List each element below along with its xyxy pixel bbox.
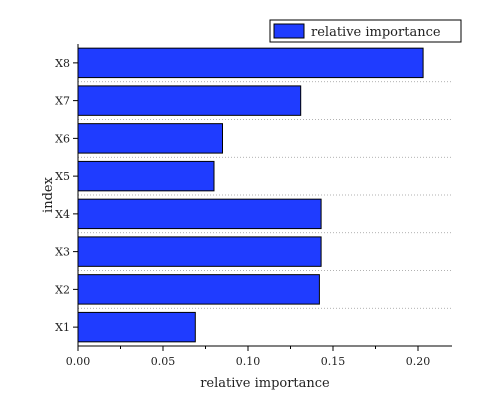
legend-label: relative importance	[311, 25, 441, 40]
x-tick-label: 0.00	[66, 355, 91, 368]
y-ticks: X1 X2 X3 X4 X5 X6 X7 X8	[55, 57, 78, 334]
axes	[77, 44, 452, 347]
bar-x5	[77, 160, 215, 192]
bar-x1	[77, 311, 196, 343]
y-tick-label: X7	[55, 95, 70, 108]
legend: relative importance	[269, 19, 462, 43]
y-tick-label: X2	[55, 283, 70, 296]
y-tick-label: X8	[55, 57, 70, 70]
bar-x7	[77, 85, 302, 116]
gridlines	[78, 81, 452, 309]
y-tick-label: X4	[55, 208, 70, 221]
x-tick-label: 0.15	[321, 355, 346, 368]
y-tick-label: X5	[55, 170, 70, 183]
x-ticks: 0.00 0.05 0.10 0.15 0.20	[66, 346, 431, 368]
y-axis-title: index	[41, 176, 56, 213]
x-tick-label: 0.10	[236, 355, 261, 368]
bar-x8	[77, 47, 424, 79]
y-tick-label: X1	[55, 321, 70, 334]
legend-box	[269, 19, 462, 43]
y-tick-label: X3	[55, 246, 70, 259]
bar-x6	[77, 123, 223, 154]
x-axis-title: relative importance	[200, 376, 330, 391]
x-tick-label: 0.20	[406, 355, 431, 368]
bar-x4	[77, 198, 322, 230]
bar-x2	[77, 274, 320, 305]
x-tick-label: 0.05	[151, 355, 176, 368]
bar-x3	[77, 236, 322, 267]
y-tick-label: X6	[55, 132, 70, 145]
legend-swatch	[273, 23, 305, 39]
